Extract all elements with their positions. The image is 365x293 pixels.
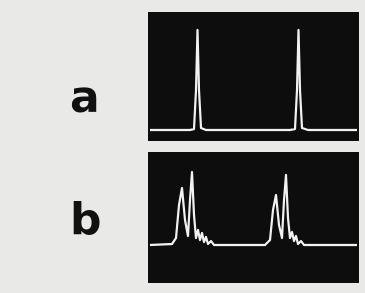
figure: a b	[0, 0, 365, 293]
panel-label: b	[70, 194, 102, 245]
panel-label: a	[70, 72, 100, 123]
scope-screen	[148, 12, 359, 141]
scope-screen	[148, 152, 359, 283]
